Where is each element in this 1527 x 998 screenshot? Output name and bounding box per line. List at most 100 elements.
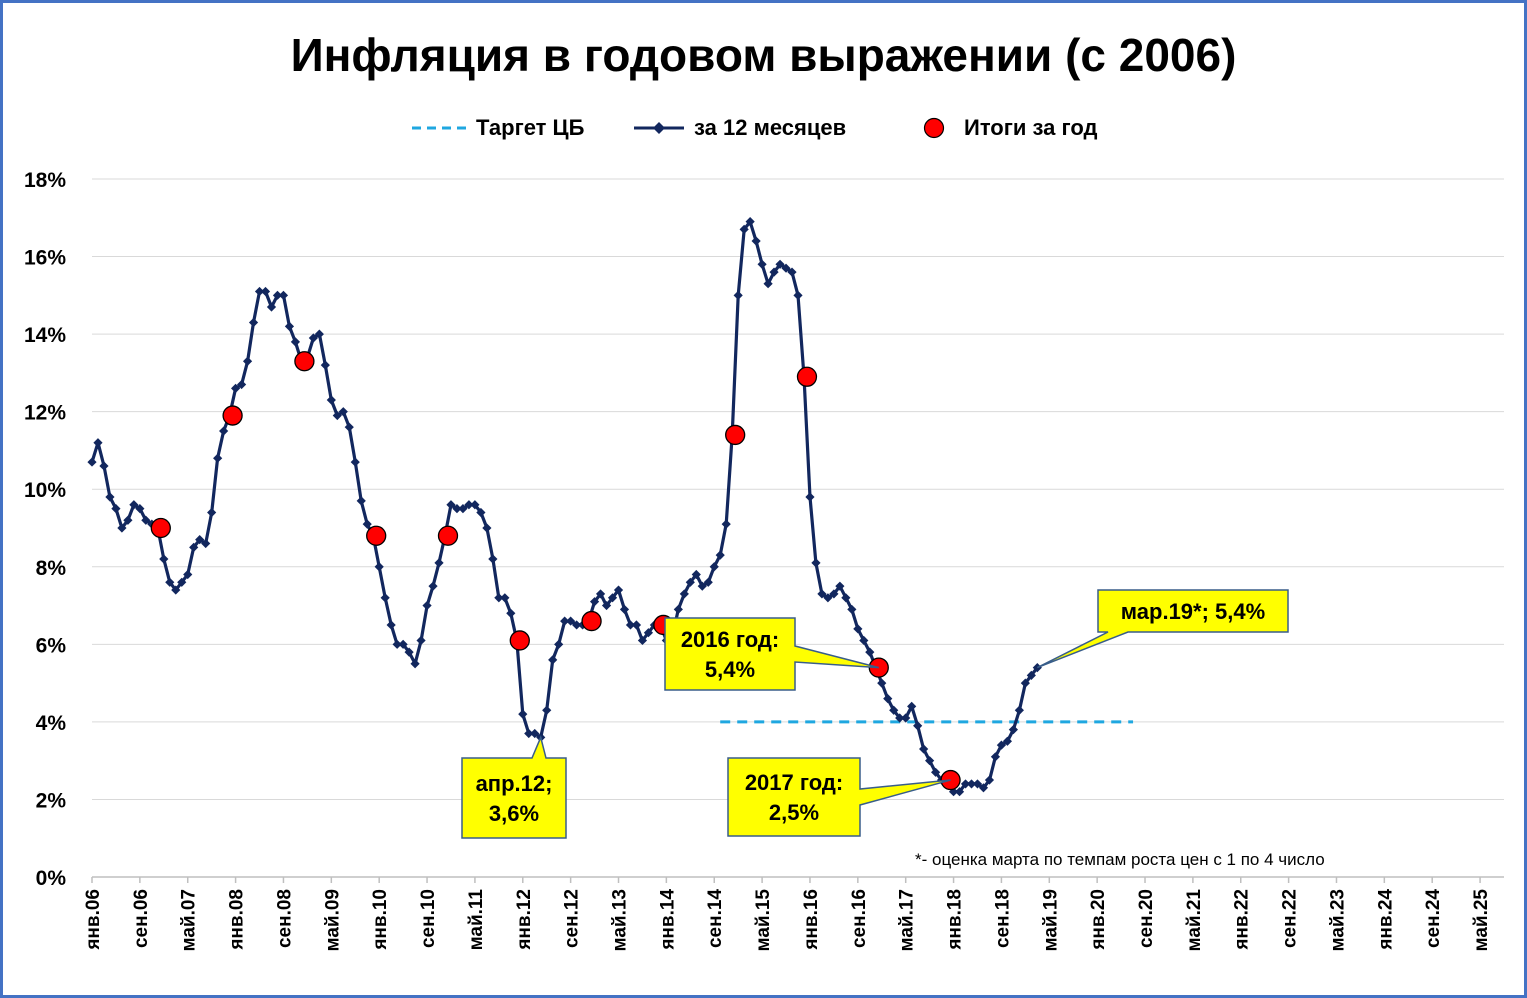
data-point-marker bbox=[488, 554, 498, 564]
data-point-marker bbox=[338, 407, 348, 417]
data-point-marker bbox=[374, 562, 384, 572]
data-point-marker bbox=[344, 422, 354, 432]
data-point-marker bbox=[889, 705, 899, 715]
data-point-marker bbox=[482, 523, 492, 533]
callout-text-y2016: 2016 год: bbox=[681, 627, 779, 652]
data-point-marker bbox=[93, 438, 103, 448]
callout-text-y2017: 2,5% bbox=[769, 800, 819, 825]
y-tick-label: 12% bbox=[24, 402, 66, 425]
data-point-marker bbox=[213, 453, 223, 463]
inflation-series bbox=[87, 217, 1042, 797]
data-point-marker bbox=[679, 589, 689, 599]
data-point-marker bbox=[177, 577, 187, 587]
data-point-marker bbox=[236, 379, 247, 390]
data-point-marker bbox=[1020, 678, 1030, 688]
data-point-marker bbox=[775, 259, 785, 269]
data-point-marker bbox=[859, 635, 869, 646]
year-result-dot bbox=[725, 424, 746, 446]
data-point-marker bbox=[524, 728, 534, 739]
y-tick-label: 16% bbox=[24, 247, 66, 270]
data-point-marker bbox=[901, 713, 911, 723]
data-point-marker bbox=[805, 492, 815, 502]
data-point-marker bbox=[141, 515, 151, 525]
data-point-marker bbox=[398, 639, 408, 649]
y-tick-label: 0% bbox=[36, 867, 67, 890]
year-result-dot bbox=[796, 366, 818, 387]
callout-text-mar19: мар.19*; 5,4% bbox=[1121, 599, 1265, 624]
data-point-marker bbox=[572, 620, 582, 630]
x-tick-label: янв.12 bbox=[514, 889, 535, 951]
x-tick-label: май.25 bbox=[1471, 889, 1492, 952]
data-point-marker bbox=[248, 317, 259, 328]
data-point-marker bbox=[171, 585, 181, 595]
x-tick-label: сен.06 bbox=[131, 889, 152, 948]
data-point-marker bbox=[960, 779, 971, 789]
data-point-marker bbox=[733, 290, 743, 300]
data-point-marker bbox=[99, 461, 109, 471]
data-point-marker bbox=[254, 286, 265, 297]
data-point-marker bbox=[637, 635, 648, 646]
data-point-marker bbox=[697, 581, 707, 591]
callout-box-mar19 bbox=[1036, 589, 1289, 669]
x-tick-label: янв.06 bbox=[83, 889, 104, 951]
year-results-series bbox=[150, 351, 961, 791]
x-tick-label: май.21 bbox=[1184, 889, 1205, 952]
legend-line-diamond-icon bbox=[634, 122, 684, 134]
data-point-marker bbox=[595, 589, 606, 599]
x-tick-label: янв.22 bbox=[1232, 889, 1253, 951]
year-result-dot bbox=[366, 525, 387, 546]
x-tick-label: янв.24 bbox=[1375, 889, 1396, 951]
data-point-marker bbox=[278, 290, 289, 300]
x-tick-label: сен.24 bbox=[1423, 889, 1444, 948]
data-point-marker bbox=[745, 217, 755, 227]
legend-label-year-results: Итоги за год bbox=[964, 115, 1098, 140]
data-point-marker bbox=[673, 604, 683, 615]
data-point-marker bbox=[530, 728, 540, 739]
data-point-marker bbox=[542, 705, 552, 715]
data-point-marker bbox=[350, 457, 360, 467]
data-point-marker bbox=[996, 740, 1007, 750]
data-point-marker bbox=[494, 593, 504, 603]
x-tick-label: сен.12 bbox=[562, 889, 583, 948]
x-tick-label: янв.18 bbox=[945, 889, 966, 951]
data-point-marker bbox=[219, 426, 229, 436]
data-point-marker bbox=[422, 600, 432, 611]
callout-text-apr12: апр.12; bbox=[476, 771, 553, 796]
y-tick-label: 2% bbox=[36, 789, 67, 812]
data-point-marker bbox=[984, 775, 995, 785]
data-point-marker bbox=[105, 492, 115, 502]
data-point-marker bbox=[913, 721, 923, 731]
data-point-marker bbox=[1002, 736, 1013, 746]
data-point-marker bbox=[990, 752, 1001, 762]
data-point-marker bbox=[847, 604, 857, 615]
data-point-marker bbox=[356, 496, 366, 506]
year-result-dot bbox=[509, 630, 530, 651]
data-point-marker bbox=[560, 616, 570, 626]
legend-red-dot-icon bbox=[923, 117, 945, 139]
x-tick-label: май.15 bbox=[753, 889, 774, 952]
data-point-marker bbox=[362, 519, 372, 529]
data-point-marker bbox=[919, 744, 929, 754]
legend-label-12-months: за 12 месяцев bbox=[694, 115, 847, 140]
axes: 0% 2% 4% 6% 8% 10% 12% 14% 16% 18% янв.06 сен.06 май… bbox=[24, 169, 1504, 951]
year-result-dot bbox=[222, 405, 243, 426]
data-point-marker bbox=[895, 713, 905, 723]
data-point-marker bbox=[458, 504, 468, 514]
data-point-marker bbox=[428, 581, 438, 591]
data-point-marker bbox=[207, 507, 217, 518]
x-tick-label: янв.14 bbox=[657, 889, 678, 951]
data-point-marker bbox=[907, 701, 917, 711]
data-point-marker bbox=[159, 554, 169, 564]
x-tick-label: май.09 bbox=[322, 889, 343, 951]
x-tick-label: май.23 bbox=[1327, 889, 1348, 951]
callout-text-apr12: 3,6% bbox=[489, 801, 539, 826]
callout-box-y2016 bbox=[664, 617, 879, 691]
x-tick-label: сен.16 bbox=[849, 889, 870, 948]
year-result-dot bbox=[437, 525, 459, 546]
data-point-marker bbox=[787, 267, 797, 277]
data-point-marker bbox=[751, 236, 761, 246]
y-tick-label: 8% bbox=[36, 557, 67, 580]
data-point-marker bbox=[290, 337, 301, 347]
data-point-marker bbox=[877, 678, 887, 688]
x-tick-label: сен.08 bbox=[274, 889, 295, 948]
